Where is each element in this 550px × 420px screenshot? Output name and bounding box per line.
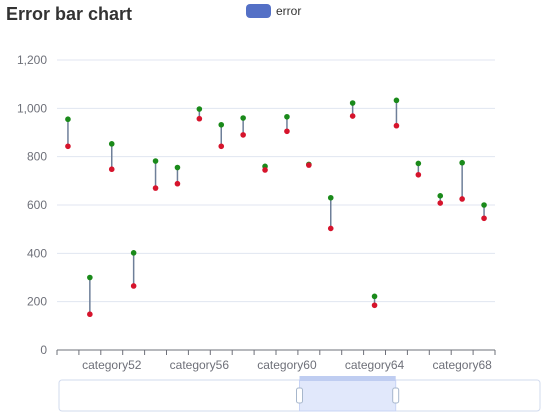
error-bar-upper-point (196, 106, 203, 112)
y-tick-label: 600 (27, 198, 47, 212)
error-bar-lower-point (306, 162, 312, 168)
x-axis: category52 category56 category60 category64… (56, 349, 496, 372)
error-bar-lower-point (196, 115, 203, 122)
error-bar-lower-point (130, 283, 137, 289)
y-tick-label: 1,000 (17, 101, 47, 115)
y-tick-label: 1,200 (17, 53, 47, 67)
error-bar-upper-point (371, 293, 378, 300)
error-bar-upper-point (349, 100, 356, 106)
error-bar-lower-point (108, 166, 115, 173)
zoom-handle[interactable] (392, 387, 400, 404)
y-tick-label: 800 (27, 150, 47, 164)
chart-title: Error bar chart (6, 4, 133, 24)
error-bar-lower-point (481, 215, 487, 222)
zoom-handle[interactable] (296, 387, 303, 404)
error-bar-lower-point (371, 302, 378, 309)
y-tick-label: 200 (27, 295, 47, 309)
x-tick-label: category56 (170, 358, 230, 372)
error-bars (65, 97, 487, 318)
error-bar-upper-point (240, 115, 246, 121)
error-bar-upper-point (393, 97, 400, 104)
error-bar-lower-point (218, 143, 225, 150)
x-tick-label: category52 (82, 358, 142, 372)
error-bar-lower-point (459, 196, 465, 202)
error-bar-lower-point (349, 113, 356, 119)
error-bar-upper-point (437, 193, 444, 199)
data-zoom-slider (58, 376, 541, 412)
error-bar-upper-point (130, 250, 137, 256)
error-bar-upper-point (87, 274, 93, 281)
error-bar-upper-point (65, 116, 71, 123)
error-bar-lower-point (65, 143, 71, 150)
error-bar-lower-point (415, 171, 422, 178)
zoom-selection[interactable] (299, 379, 397, 412)
error-bar-upper-point (152, 158, 159, 164)
legend-swatch (246, 4, 271, 18)
error-bar-lower-point (284, 128, 290, 135)
y-tick-label: 400 (27, 246, 47, 260)
error-bar-upper-point (415, 160, 422, 167)
error-bar-upper-point (284, 113, 290, 120)
y-axis: 0 200 400 600 800 1,000 1,200 (17, 53, 47, 357)
y-tick-label: 0 (40, 343, 47, 357)
x-tick-label: category68 (432, 358, 492, 372)
legend-label: error (276, 4, 302, 18)
error-bar-lower-point (393, 122, 400, 129)
error-bar-upper-point (174, 164, 181, 171)
x-tick-label: category64 (345, 358, 405, 372)
error-bar-upper-point (218, 121, 225, 128)
error-bar-lower-point (240, 132, 246, 138)
error-bar-lower-point (437, 200, 444, 206)
error-bar-upper-point (481, 202, 487, 208)
error-bar-upper-point (327, 194, 334, 201)
error-bar-upper-point (459, 159, 465, 166)
error-bar-lower-point (174, 180, 181, 187)
zoom-move-handle[interactable] (299, 376, 396, 381)
error-bar-lower-point (327, 225, 334, 232)
legend[interactable]: error (246, 4, 301, 18)
x-tick-label: category60 (257, 358, 317, 372)
grid-lines (57, 59, 495, 303)
error-bar-lower-point (262, 167, 268, 173)
error-bar-lower-point (152, 185, 159, 191)
error-bar-lower-point (87, 311, 93, 318)
error-bar-upper-point (108, 141, 115, 147)
